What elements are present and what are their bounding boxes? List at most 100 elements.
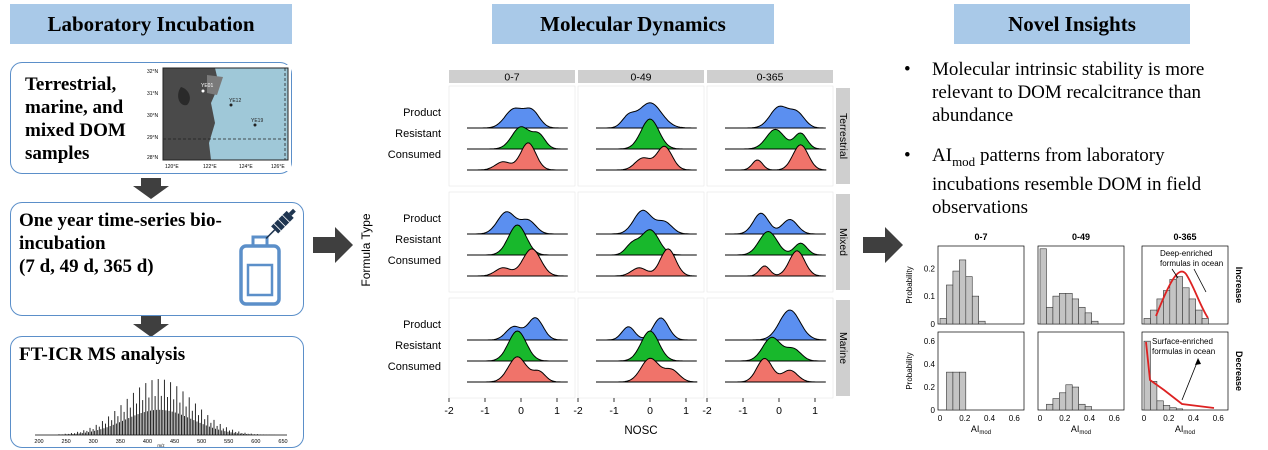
hist-bar — [1071, 298, 1079, 325]
density-consumed — [596, 357, 698, 383]
type-label: Product — [403, 213, 441, 225]
hist-bar — [1065, 384, 1073, 411]
hist-bar — [1150, 309, 1158, 325]
spectrum-x-tick: 650 — [278, 439, 287, 445]
hist-bar — [1195, 309, 1203, 325]
arrow-down-2 — [133, 316, 169, 337]
nosc-tick: 0 — [776, 405, 782, 417]
hist-bar — [1175, 408, 1183, 411]
hist-y-tick: 0.2 — [924, 264, 936, 273]
bioincubation-box: One year time-series bio- incubation (7 … — [10, 202, 304, 316]
deep-enriched-annotation: Deep-enriched — [1160, 249, 1212, 258]
density-consumed — [725, 144, 827, 171]
density-resistant — [596, 330, 697, 362]
svg-text:28°N: 28°N — [147, 155, 159, 161]
facet-column-strip — [449, 70, 575, 83]
density-resistant — [467, 224, 568, 256]
hist-y-tick: 0.2 — [924, 383, 936, 392]
nosc-tick: 0 — [647, 405, 653, 417]
spectrum-x-label: m/z — [157, 443, 165, 447]
density-product — [467, 107, 568, 129]
hist-x-tick: 0.4 — [1188, 414, 1200, 423]
surface-enriched-annotation: Surface-enriched — [1152, 337, 1213, 346]
hist-bar — [1052, 398, 1060, 411]
spectrum-x-tick: 200 — [34, 439, 43, 445]
hist-bar — [1065, 293, 1073, 325]
hist-bar — [1046, 403, 1054, 411]
density-product — [596, 102, 697, 129]
hist-bar — [952, 371, 960, 411]
samples-box: Terrestrial, marine, and mixed DOM sampl… — [10, 62, 292, 174]
svg-text:29°N: 29°N — [147, 135, 159, 141]
density-consumed — [467, 142, 568, 171]
hist-y-label: Probability — [905, 266, 914, 303]
hist-bar — [959, 371, 967, 411]
hist-bar — [965, 276, 973, 325]
hist-y-tick: 0.1 — [924, 292, 936, 301]
hist-x-label: AImod — [1071, 424, 1091, 436]
facet-row-label: Terrestrial — [837, 113, 849, 159]
density-resistant — [725, 128, 826, 150]
type-label: Product — [403, 319, 441, 331]
spectrum-x-tick: 350 — [116, 439, 125, 445]
nosc-tick: 1 — [812, 405, 818, 417]
density-resistant — [725, 336, 826, 362]
nosc-tick: 0 — [518, 405, 524, 417]
bullet-2: • AImod patterns from laboratory incubat… — [904, 145, 1202, 218]
hist-bar — [1059, 293, 1067, 325]
facet-row-label: Mixed — [837, 228, 849, 256]
nosc-tick: 1 — [683, 405, 689, 417]
samples-text: Terrestrial, marine, and mixed DOM sampl… — [25, 74, 126, 164]
hist-bar — [946, 371, 954, 411]
nosc-tick: -1 — [609, 405, 618, 417]
density-resistant — [596, 118, 697, 150]
nosc-axis-label: NOSC — [624, 425, 657, 437]
arrow-right-2 — [863, 227, 903, 263]
density-product — [725, 212, 826, 235]
hist-x-tick: 0.4 — [1084, 414, 1096, 423]
nosc-tick: -2 — [702, 405, 711, 417]
spectrum-x-tick: 250 — [62, 439, 71, 445]
svg-text:31°N: 31°N — [147, 91, 159, 97]
type-label: Resistant — [395, 340, 441, 352]
annotation-arrow — [1181, 359, 1199, 401]
facet-row-strip — [836, 300, 850, 396]
facet-column-strip — [707, 70, 833, 83]
hist-row-label: Decrease — [1234, 351, 1244, 391]
svg-text:122°E: 122°E — [203, 164, 217, 170]
density-consumed — [467, 248, 568, 277]
formula-type-axis-label: Formula Type — [359, 213, 373, 286]
type-label: Consumed — [388, 361, 441, 373]
facet-column-label: 0-7 — [504, 72, 519, 84]
hist-y-tick: 0 — [931, 406, 936, 415]
density-consumed — [596, 248, 697, 277]
hist-x-tick: 0.6 — [1109, 414, 1121, 423]
hist-x-tick: 0.2 — [1163, 414, 1175, 423]
spectrum-x-tick: 400 — [143, 439, 152, 445]
facet-row-strip — [836, 194, 850, 290]
hist-bar — [1143, 318, 1151, 325]
svg-text:124°E: 124°E — [239, 164, 253, 170]
hist-bar — [1046, 306, 1054, 325]
facet-column-strip — [578, 70, 704, 83]
hist-bar — [1091, 320, 1099, 325]
hist-x-tick: 0 — [1038, 414, 1043, 423]
density-resistant — [725, 230, 826, 256]
hist-y-tick: 0 — [931, 320, 936, 329]
arrow-down-1 — [133, 178, 169, 199]
surface-enriched-annotation: formulas in ocean — [1152, 347, 1215, 356]
hist-x-label: AImod — [1175, 424, 1195, 436]
nosc-tick: -1 — [738, 405, 747, 417]
hist-bar — [1143, 340, 1151, 411]
hist-column-label: 0-49 — [1072, 232, 1090, 242]
facet-column-label: 0-49 — [630, 72, 651, 84]
hist-bar — [1169, 407, 1177, 411]
hist-bar — [959, 259, 967, 325]
ftms-box: FT-ICR MS analysis 200 250 300 350 400 450 500… — [10, 336, 304, 448]
hist-x-tick: 0 — [938, 414, 943, 423]
hist-x-tick: 0.4 — [984, 414, 996, 423]
nosc-tick: -1 — [480, 405, 489, 417]
sampling-map: YE01 YE12 YE19 32°N 31°N 30°N 29°N 28°N … — [145, 65, 291, 171]
density-resistant — [467, 330, 568, 362]
deep-enriched-curve — [1155, 270, 1209, 319]
